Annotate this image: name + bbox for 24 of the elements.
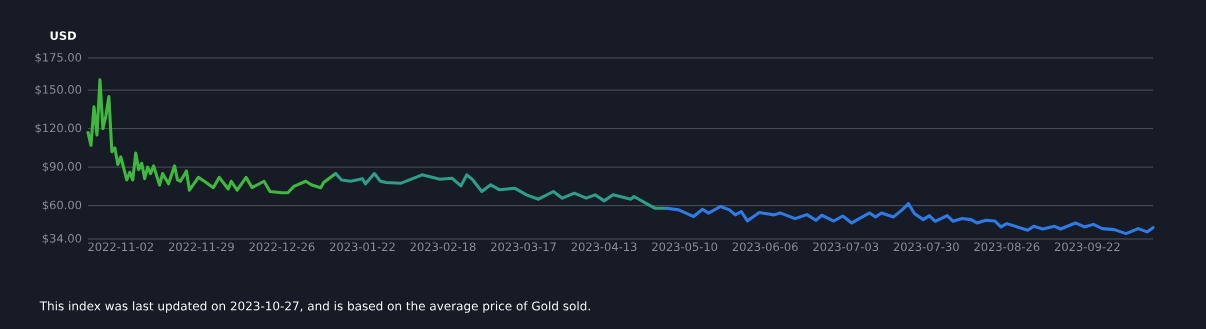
y-axis-title: USD [50,31,77,40]
x-tick-label: 2023-04-13 [571,242,637,252]
line-series [86,78,338,195]
x-tick-label: 2023-08-26 [974,242,1040,252]
x-tick-label: 2023-07-30 [893,242,959,252]
x-tick-label: 2022-11-02 [88,242,153,252]
y-tick-label: $120.00 [35,123,82,134]
y-tick-label: $60.00 [42,200,82,211]
y-tick-label: $150.00 [35,84,82,96]
x-tick-label: 2023-09-22 [1054,242,1120,252]
x-tick-label: 2023-07-03 [813,242,879,252]
text: This index was last updated on 2023-10-27, and is based on the average price of Gold sold. [39,301,590,313]
y-tick-label: $34.00 [42,233,82,245]
x-tick-label: 2022-12-26 [249,242,315,252]
x-tick-label: 2023-01-22 [329,242,395,252]
x-tick-label: 2022-11-29 [168,242,234,252]
y-tick-label: $175.00 [35,52,82,64]
line-series [334,171,669,210]
y-tick-label: $90.00 [42,161,82,173]
x-tick-label: 2023-06-06 [732,242,798,252]
x-tick-label: 2023-02-18 [410,242,476,252]
x-tick-label: 2023-03-17 [491,242,556,252]
x-tick-label: 2023-05-10 [652,242,718,252]
line-series [665,202,1155,236]
